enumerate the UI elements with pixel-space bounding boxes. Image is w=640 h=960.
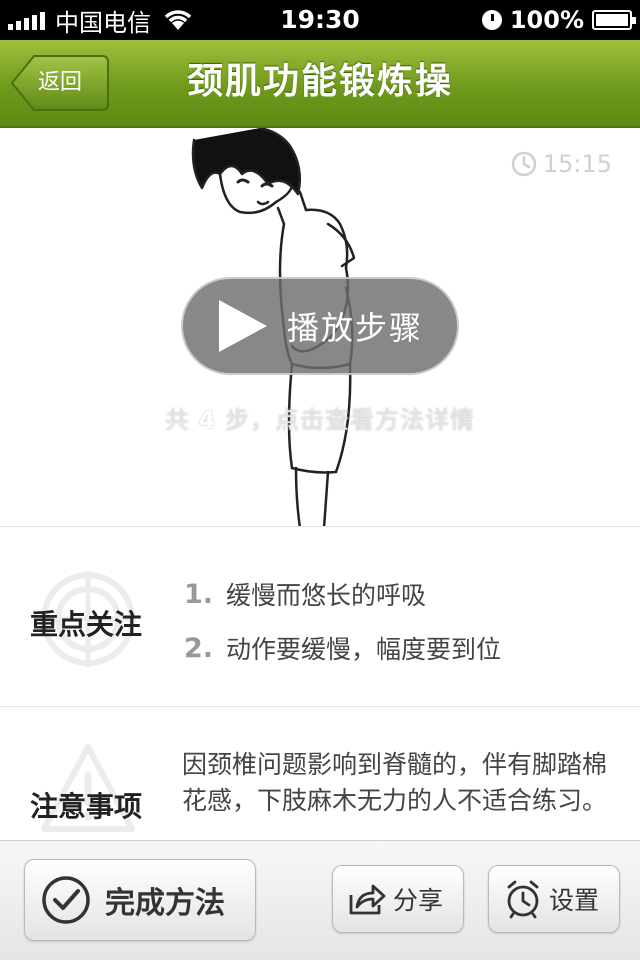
list-item-number: 2. [184, 632, 214, 664]
complete-method-button[interactable]: 完成方法 [24, 859, 256, 941]
steps-hint: 共 4 步，点击查看方法详情 [0, 400, 640, 435]
clock-icon [511, 151, 537, 177]
play-icon [219, 300, 267, 352]
status-right: 100% [481, 0, 636, 40]
battery-icon [592, 10, 636, 30]
page-title: 颈肌功能锻炼操 [186, 61, 453, 102]
exercise-illustration[interactable]: 15:15 播放步骤 共 4 步，点击查看方法详情 [0, 128, 640, 526]
play-steps-button[interactable]: 播放步骤 [181, 277, 459, 375]
back-button[interactable]: 返回 [10, 54, 110, 112]
status-left: 中国电信 [8, 0, 195, 40]
list-item: 2. 动作要缓慢，幅度要到位 [184, 621, 501, 675]
carrier-name: 中国电信 [55, 8, 151, 37]
play-steps-label: 播放步骤 [287, 309, 424, 347]
status-bar: 中国电信 19:30 100% [0, 0, 640, 40]
signal-icon [8, 10, 45, 30]
steps-hint-prefix: 共 [165, 406, 190, 434]
nav-bar: 返回 颈肌功能锻炼操 [0, 40, 640, 128]
settings-label: 设置 [549, 886, 600, 915]
list-item: 1. 缓慢而悠长的呼吸 [184, 567, 501, 621]
target-icon [40, 571, 136, 667]
list-item-number: 1. [184, 578, 214, 610]
list-item-text: 动作要缓慢，幅度要到位 [226, 635, 502, 664]
settings-button[interactable]: 设置 [488, 865, 620, 933]
bottom-toolbar: 完成方法 分享 设置 [0, 840, 640, 960]
back-button-shape [10, 55, 109, 111]
person-illustration [191, 128, 356, 526]
focus-list: 1. 缓慢而悠长的呼吸 2. 动作要缓慢，幅度要到位 [184, 567, 501, 675]
share-button[interactable]: 分享 [332, 865, 464, 933]
complete-method-label: 完成方法 [105, 886, 225, 921]
step-count: 4 [198, 406, 217, 434]
notes-section: 注意事项 因颈椎问题影响到脊髓的，伴有脚踏棉花感，下肢麻木无力的人不适合练习。 [0, 706, 640, 840]
duration-text: 15:15 [542, 150, 612, 178]
steps-hint-suffix: 步，点击查看方法详情 [224, 406, 475, 434]
focus-section: 重点关注 1. 缓慢而悠长的呼吸 2. 动作要缓慢，幅度要到位 [0, 526, 640, 706]
alarm-clock-icon [507, 880, 539, 919]
status-time: 19:30 [280, 5, 360, 34]
focus-title: 重点关注 [30, 608, 143, 641]
battery-percent: 100% [509, 6, 584, 34]
share-label: 分享 [393, 886, 444, 915]
share-icon [349, 884, 386, 915]
back-button-label: 返回 [38, 70, 83, 95]
warning-icon [41, 744, 135, 832]
list-item-text: 缓慢而悠长的呼吸 [226, 581, 427, 610]
exercise-duration: 15:15 [511, 150, 612, 178]
notes-text: 因颈椎问题影响到脊髓的，伴有脚踏棉花感，下肢麻木无力的人不适合练习。 [182, 750, 608, 815]
check-circle-icon [42, 876, 90, 924]
notes-title: 注意事项 [30, 790, 143, 823]
alarm-clock-icon [481, 10, 502, 30]
wifi-icon [164, 10, 192, 30]
